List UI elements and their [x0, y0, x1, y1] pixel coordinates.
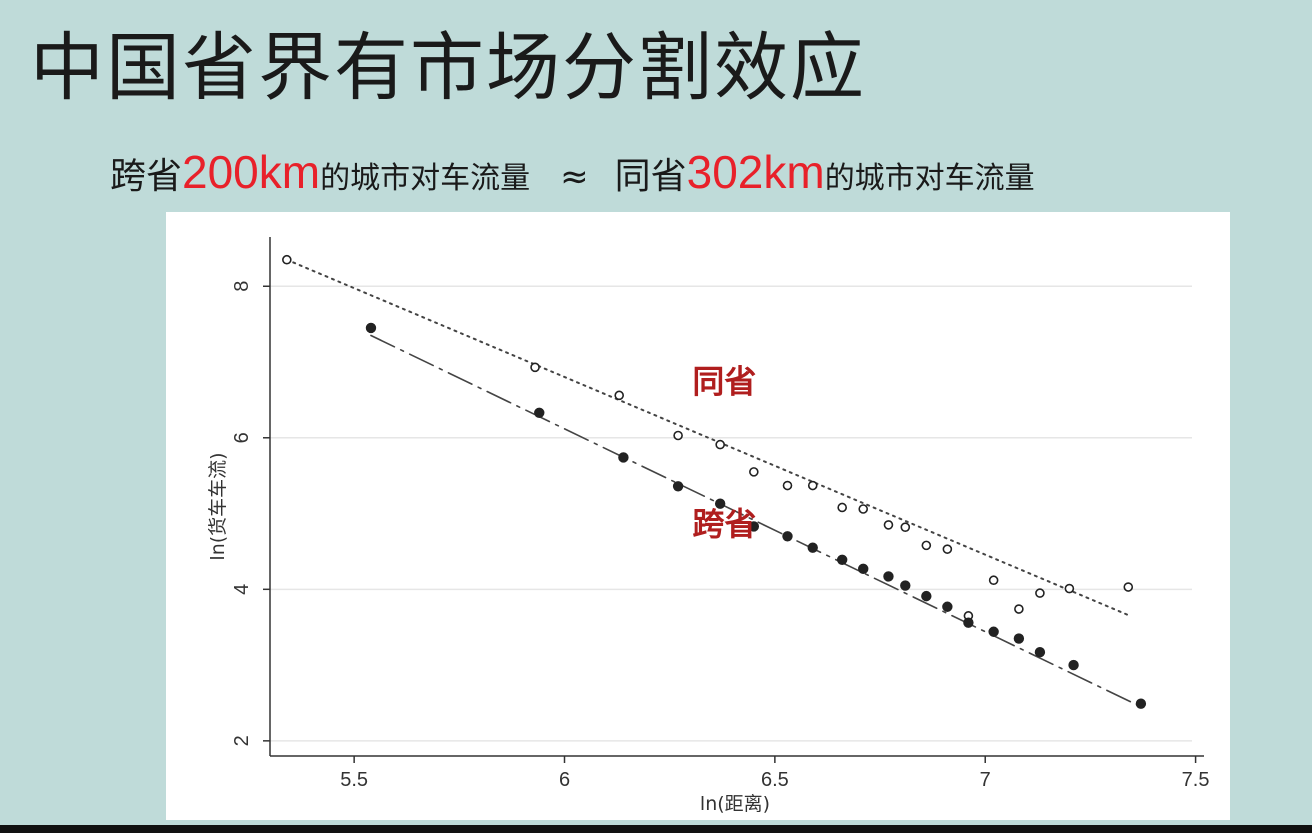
data-point-cross-province	[365, 322, 377, 334]
data-point-same-province	[782, 480, 793, 491]
x-tick-label: 7	[980, 769, 991, 791]
data-point-cross-province	[836, 554, 848, 565]
data-point-cross-province	[1135, 698, 1147, 709]
data-point-same-province	[837, 502, 847, 513]
subtitle-flow-label-2: 的城市对车流量	[824, 161, 1035, 196]
subtitle: 跨省200km的城市对车流量 ≈ 同省302km的城市对车流量	[110, 145, 1035, 199]
data-point-cross-province	[1013, 633, 1025, 644]
data-point-same-province	[807, 480, 818, 491]
x-axis-title: ln(距离)	[700, 793, 770, 815]
data-point-same-province	[715, 439, 725, 450]
data-point-cross-province	[963, 617, 974, 628]
data-point-same-province	[1035, 588, 1045, 598]
data-point-cross-province	[672, 481, 684, 492]
y-tick-label: 6	[231, 432, 253, 443]
fit-line-cross-province	[370, 334, 1142, 708]
y-tick-label: 4	[231, 584, 253, 595]
subtitle-distance-cross: 200km	[182, 146, 321, 198]
y-axis-title: ln(货车车流)	[207, 452, 229, 560]
data-point-cross-province	[988, 626, 999, 637]
data-point-same-province	[988, 575, 999, 586]
subtitle-distance-same: 302km	[686, 146, 825, 198]
data-point-same-province	[1064, 583, 1075, 594]
data-point-cross-province	[807, 542, 818, 553]
data-point-same-province	[900, 522, 911, 532]
data-point-cross-province	[534, 407, 545, 418]
data-point-same-province	[282, 254, 292, 265]
data-point-cross-province	[1034, 647, 1046, 658]
chart-panel: 5.5 6 6.5 7 7.5 2 4 6 8 ln(距离) ln(货车车流) 同省跨省	[166, 212, 1230, 820]
data-point-cross-province	[618, 452, 629, 463]
data-point-cross-province	[921, 590, 932, 602]
data-point-cross-province	[714, 498, 726, 509]
data-point-same-province	[1123, 582, 1134, 592]
data-point-cross-province	[748, 521, 760, 532]
fit-line-same-province	[285, 258, 1130, 617]
data-point-same-province	[858, 504, 869, 514]
annotation-label-same-province: 同省	[692, 362, 756, 400]
data-point-cross-province	[1068, 659, 1079, 671]
y-tick-label: 2	[231, 735, 253, 746]
data-point-same-province	[1014, 604, 1024, 614]
x-tick-label: 7.5	[1182, 769, 1210, 791]
x-tick-label: 5.5	[340, 769, 368, 791]
subtitle-same-province: 同省	[614, 156, 687, 197]
subtitle-cross-province: 跨省	[110, 156, 183, 197]
approx-symbol: ≈	[560, 157, 589, 197]
data-point-same-province	[530, 362, 540, 373]
data-point-cross-province	[782, 531, 793, 542]
bottom-bar	[0, 825, 1312, 833]
x-tick-label: 6	[559, 769, 570, 791]
data-point-cross-province	[942, 601, 953, 612]
data-point-same-province	[942, 544, 953, 554]
data-point-same-province	[673, 430, 683, 441]
y-tick-label: 8	[231, 281, 253, 292]
x-tick-label: 6.5	[761, 769, 789, 791]
data-point-same-province	[883, 520, 894, 530]
data-point-cross-province	[900, 580, 911, 591]
slide-title: 中国省界有市场分割效应	[30, 25, 866, 111]
data-point-cross-province	[883, 571, 894, 582]
data-point-same-province	[921, 540, 932, 551]
data-point-cross-province	[858, 563, 869, 575]
data-point-same-province	[614, 390, 624, 401]
annotation-label-cross-province: 跨省	[692, 505, 756, 543]
data-point-same-province	[749, 467, 759, 477]
subtitle-flow-label-1: 的城市对车流量	[320, 161, 531, 196]
